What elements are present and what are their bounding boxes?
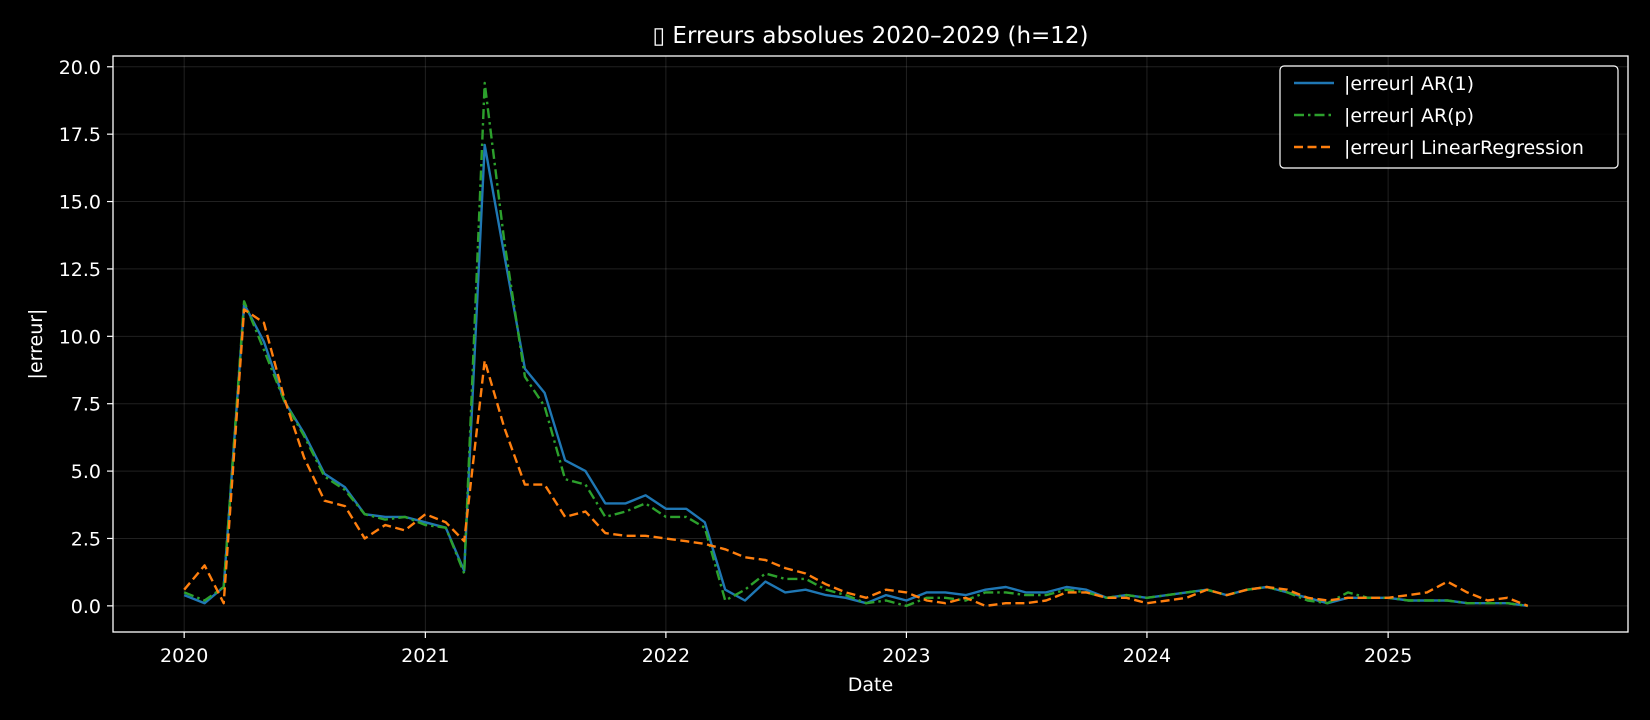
- legend: |erreur| AR(1) |erreur| AR(p) |erreur| Lin…: [1279, 65, 1619, 169]
- legend-box: [1279, 65, 1619, 169]
- legend-label-3: |erreur| LinearRegression: [1344, 137, 1584, 159]
- x-tick-label: 2024: [1123, 645, 1171, 667]
- x-tick-label: 2022: [642, 645, 690, 667]
- y-tick-label: 5.0: [71, 461, 101, 483]
- x-axis-title: Date: [848, 674, 893, 696]
- x-axis-ticks: 2020 2021 2022 2023 2024 2025: [160, 632, 1412, 667]
- series-line-3: [183, 308, 1529, 608]
- y-axis-ticks: 0.0 2.5 5.0 7.5 10.0 12.5 15.0 17.5 20.0: [59, 57, 113, 618]
- plot-frame: [112, 55, 1629, 633]
- chart-title: ▯ Erreurs absolues 2020–2029 (h=12): [652, 23, 1088, 49]
- y-tick-label: 0.0: [71, 596, 101, 618]
- legend-label-1: |erreur| AR(1): [1344, 73, 1474, 95]
- y-tick-label: 12.5: [59, 259, 101, 281]
- legend-label-2: |erreur| AR(p): [1344, 105, 1474, 127]
- x-tick-label: 2021: [401, 645, 449, 667]
- x-tick-label: 2020: [160, 645, 208, 667]
- x-tick-label: 2025: [1364, 645, 1412, 667]
- series-lines: [183, 81, 1529, 608]
- y-tick-label: 10.0: [59, 326, 101, 348]
- y-axis-title: |erreur|: [25, 309, 47, 380]
- x-tick-label: 2023: [882, 645, 930, 667]
- y-tick-label: 15.0: [59, 192, 101, 214]
- y-tick-label: 7.5: [71, 394, 101, 416]
- y-tick-label: 2.5: [71, 528, 101, 550]
- y-tick-label: 17.5: [59, 124, 101, 146]
- y-tick-label: 20.0: [59, 57, 101, 79]
- series-line-1: [183, 143, 1528, 608]
